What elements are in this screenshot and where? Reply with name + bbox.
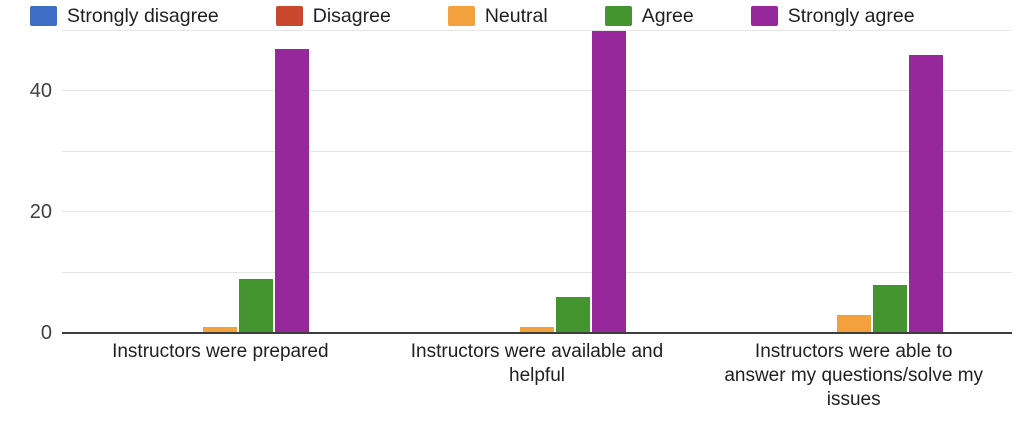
plot-area (62, 30, 1012, 334)
x-label-cell-1: Instructors were prepared (62, 340, 379, 412)
bar-strongly-agree (908, 55, 943, 333)
gridline-50 (62, 30, 1012, 31)
gridline-30 (62, 150, 1012, 152)
legend-label: Strongly agree (787, 4, 915, 27)
legend-label: Agree (641, 4, 694, 27)
bar-neutral (836, 314, 871, 333)
bar-group-2 (379, 31, 696, 333)
legend-swatch-icon (30, 6, 57, 26)
legend-label: Disagree (312, 4, 391, 27)
legend-swatch-icon (750, 6, 778, 26)
legend-item-strongly-agree: Strongly agree (750, 4, 915, 28)
x-label-cell-3: Instructors were able to answer my quest… (695, 340, 1012, 412)
legend-swatch-icon (447, 6, 475, 26)
y-tick-label-0: 0 (40, 322, 52, 344)
legend-item-strongly-disagree: Strongly disagree (30, 5, 219, 28)
x-axis-labels: Instructors were prepared Instructors wer… (62, 340, 1012, 412)
bar-neutral (203, 326, 238, 333)
category-label: Instructors were able to answer my quest… (724, 341, 984, 410)
bar-agree (872, 284, 907, 333)
bar-group-1 (62, 31, 379, 333)
y-tick-label-20: 20 (29, 201, 52, 224)
bar-agree (556, 296, 590, 333)
gridline-40 (62, 90, 1012, 92)
legend-swatch-icon (604, 6, 632, 26)
bar-strongly-agree (275, 49, 310, 333)
legend-item-agree: Agree (604, 4, 694, 28)
gridline-10 (62, 271, 1012, 273)
category-label: Instructors were prepared (112, 341, 329, 362)
bar-strongly-agree (592, 31, 626, 333)
category-label: Instructors were available and helpful (410, 341, 664, 386)
legend-swatch-icon (275, 6, 303, 26)
legend-label: Strongly disagree (67, 4, 219, 27)
x-label-cell-2: Instructors were available and helpful (379, 340, 696, 412)
legend-item-neutral: Neutral (447, 4, 548, 28)
bar-neutral (520, 326, 554, 333)
legend-item-disagree: Disagree (275, 4, 391, 28)
legend-label: Neutral (484, 4, 548, 27)
y-tick-label-40: 40 (29, 80, 52, 103)
x-axis-baseline (62, 332, 1012, 334)
chart-legend: Strongly disagree Disagree Neutral Agree Str… (30, 3, 915, 29)
bar-agree (239, 278, 274, 333)
bar-group-3 (695, 31, 1012, 333)
bar-groups (62, 31, 1012, 333)
gridline-20 (62, 211, 1012, 213)
